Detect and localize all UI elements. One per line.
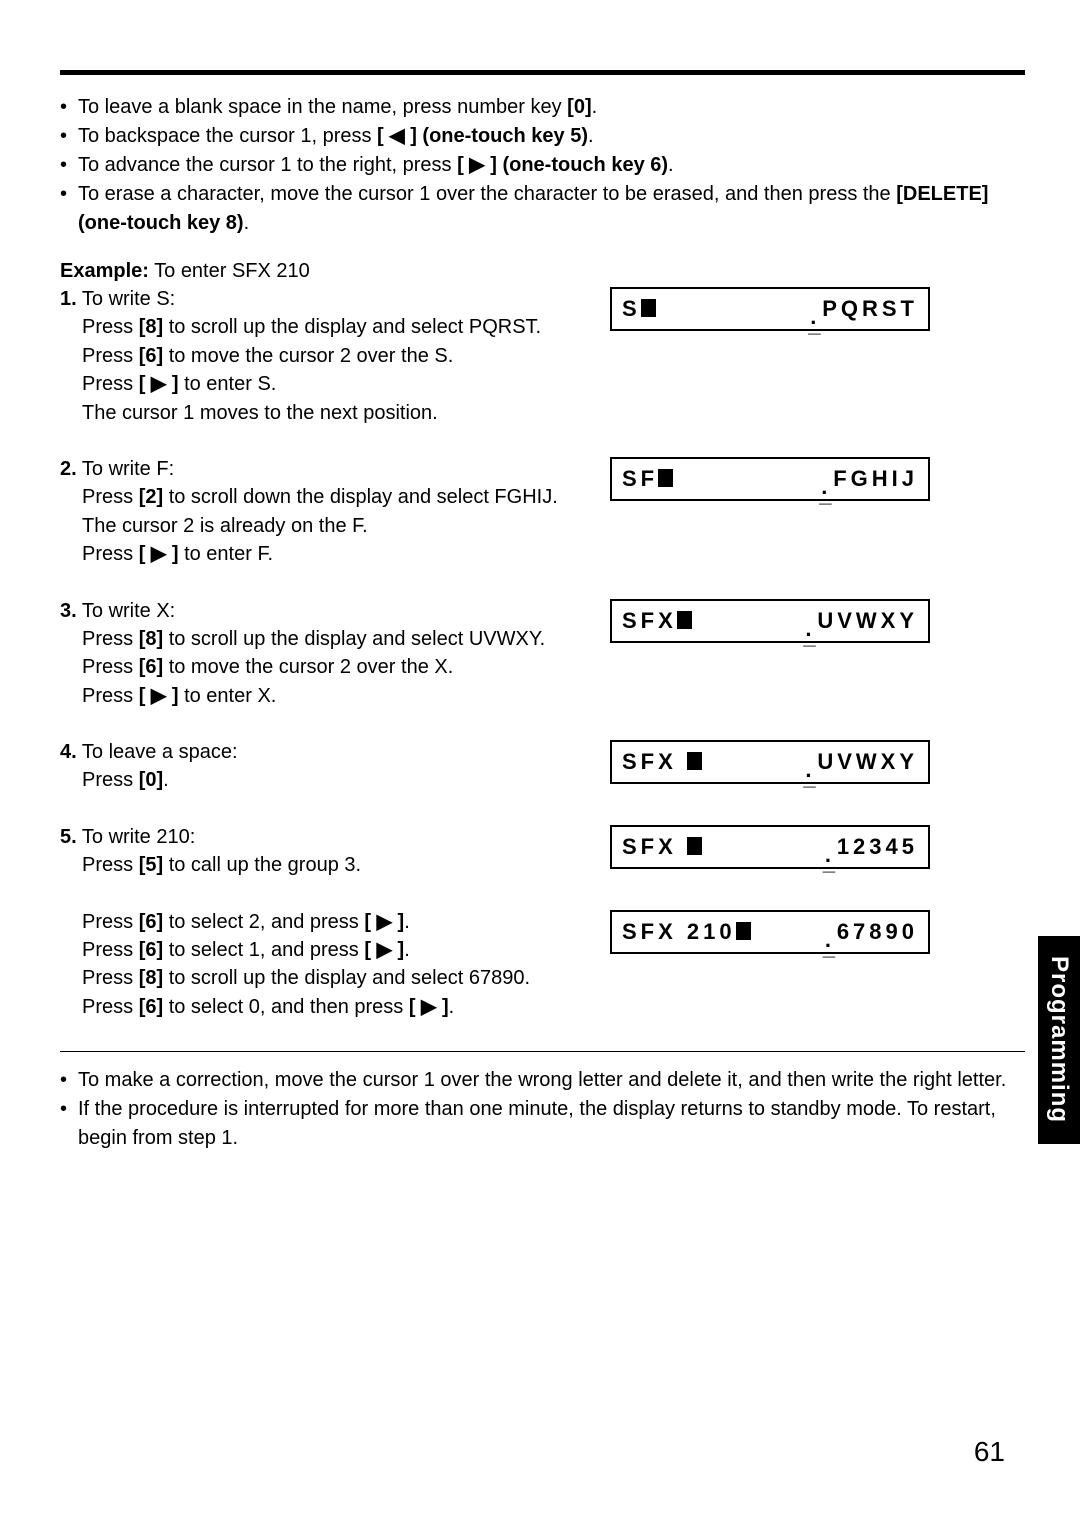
step-line: Press [ ▶ ] to enter X. xyxy=(60,682,600,710)
step-line: Press [8] to scroll up the display and s… xyxy=(60,313,600,341)
step-line: Press [6] to select 0, and then press [ … xyxy=(60,993,600,1021)
display-right: PQRST xyxy=(810,296,918,322)
steps-list: 1. To write S:Press [8] to scroll up the… xyxy=(60,285,1025,1021)
step-line: Press [8] to scroll up the display and s… xyxy=(60,625,600,653)
step-line: Press [2] to scroll down the display and… xyxy=(60,483,600,511)
step-text: 2. To write F:Press [2] to scroll down t… xyxy=(60,455,600,569)
cursor-icon xyxy=(736,922,751,940)
step-text: Press [6] to select 2, and press [ ▶ ].P… xyxy=(60,908,600,1022)
cursor-icon xyxy=(658,469,673,487)
step-line: Press [6] to select 1, and press [ ▶ ]. xyxy=(60,936,600,964)
step: 5. To write 210:Press [5] to call up the… xyxy=(60,823,1025,880)
lcd-display: SFX 210 67890 xyxy=(610,910,930,954)
example-label: Example: xyxy=(60,260,149,282)
footer-bullet: If the procedure is interrupted for more… xyxy=(60,1095,1025,1153)
example-heading: Example: To enter SFX 210 xyxy=(60,260,1025,283)
intro-bullet: To advance the cursor 1 to the right, pr… xyxy=(60,151,1025,180)
cursor-icon xyxy=(687,837,702,855)
display-right: 12345 xyxy=(825,834,918,860)
lcd-display: SFX UVWXY xyxy=(610,740,930,784)
step: 1. To write S:Press [8] to scroll up the… xyxy=(60,285,1025,427)
cursor-icon xyxy=(677,611,692,629)
top-rule xyxy=(60,70,1025,75)
footer-bullets: To make a correction, move the cursor 1 … xyxy=(60,1066,1025,1153)
step-line: Press [ ▶ ] to enter F. xyxy=(60,540,600,568)
cursor-icon xyxy=(687,752,702,770)
step-line: Press [8] to scroll up the display and s… xyxy=(60,964,600,992)
cursor-icon xyxy=(641,299,656,317)
display-right: UVWXY xyxy=(805,749,918,775)
display-left: SFX 210 xyxy=(622,919,751,945)
step: 2. To write F:Press [2] to scroll down t… xyxy=(60,455,1025,569)
section-tab: Programming xyxy=(1038,936,1080,1144)
intro-bullet: To leave a blank space in the name, pres… xyxy=(60,93,1025,122)
display-left: SFX xyxy=(622,608,692,634)
display-right: FGHIJ xyxy=(821,466,918,492)
step-text: 1. To write S:Press [8] to scroll up the… xyxy=(60,285,600,427)
example-text: To enter SFX 210 xyxy=(149,260,310,282)
lcd-display: SFX 12345 xyxy=(610,825,930,869)
display-right: UVWXY xyxy=(805,608,918,634)
step-line: Press [5] to call up the group 3. xyxy=(60,851,600,879)
step-line: Press [0]. xyxy=(60,766,600,794)
step: 3. To write X:Press [8] to scroll up the… xyxy=(60,597,1025,711)
lcd-display: SF FGHIJ xyxy=(610,457,930,501)
step-text: 4. To leave a space:Press [0]. xyxy=(60,738,600,795)
step-line: Press [6] to select 2, and press [ ▶ ]. xyxy=(60,908,600,936)
page-number: 61 xyxy=(974,1436,1005,1468)
display-left: S xyxy=(622,296,656,322)
step: 4. To leave a space:Press [0].SFX UVWXY xyxy=(60,738,1025,795)
intro-bullets: To leave a blank space in the name, pres… xyxy=(60,93,1025,238)
display-right: 67890 xyxy=(825,919,918,945)
section-tab-label: Programming xyxy=(1045,956,1073,1123)
footer-rule xyxy=(60,1051,1025,1052)
step-line: Press [6] to move the cursor 2 over the … xyxy=(60,653,600,681)
intro-bullet: To backspace the cursor 1, press [ ◀ ] (… xyxy=(60,122,1025,151)
lcd-display: S PQRST xyxy=(610,287,930,331)
display-left: SF xyxy=(622,466,673,492)
step-line: The cursor 2 is already on the F. xyxy=(60,512,600,540)
step: Press [6] to select 2, and press [ ▶ ].P… xyxy=(60,908,1025,1022)
footer-bullet: To make a correction, move the cursor 1 … xyxy=(60,1066,1025,1095)
step-line: Press [ ▶ ] to enter S. xyxy=(60,370,600,398)
step-line: The cursor 1 moves to the next position. xyxy=(60,399,600,427)
step-line: Press [6] to move the cursor 2 over the … xyxy=(60,342,600,370)
step-text: 5. To write 210:Press [5] to call up the… xyxy=(60,823,600,880)
lcd-display: SFX UVWXY xyxy=(610,599,930,643)
display-left: SFX xyxy=(622,749,702,775)
intro-bullet: To erase a character, move the cursor 1 … xyxy=(60,180,1025,238)
display-left: SFX xyxy=(622,834,702,860)
step-text: 3. To write X:Press [8] to scroll up the… xyxy=(60,597,600,711)
